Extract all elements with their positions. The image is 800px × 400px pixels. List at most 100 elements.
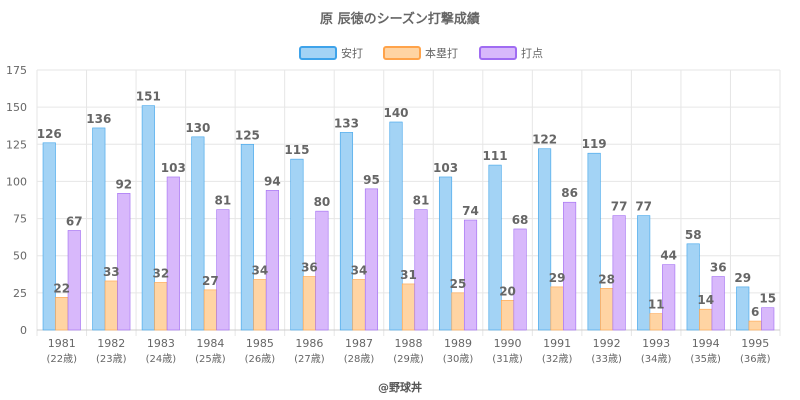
- data-label: 133: [334, 116, 359, 130]
- bar[interactable]: [141, 105, 155, 331]
- x-tick-label: 1992: [593, 337, 621, 350]
- x-tick-label: 1995: [741, 337, 769, 350]
- bar[interactable]: [463, 219, 478, 331]
- data-label: 122: [532, 133, 557, 147]
- x-tick-label: 1985: [246, 337, 274, 350]
- bar[interactable]: [761, 307, 775, 331]
- legend-swatch: [479, 46, 517, 60]
- bar[interactable]: [389, 121, 403, 331]
- bar[interactable]: [302, 276, 316, 331]
- data-label: 31: [400, 268, 417, 282]
- bar[interactable]: [649, 313, 663, 331]
- data-label: 140: [383, 106, 408, 120]
- bar[interactable]: [339, 132, 354, 331]
- bar[interactable]: [451, 292, 465, 331]
- x-tick-sublabel: (24歳): [146, 353, 177, 365]
- x-tick-sublabel: (31歳): [492, 353, 523, 365]
- legend-item[interactable]: 打点: [479, 46, 543, 60]
- data-label: 95: [363, 173, 380, 187]
- bar[interactable]: [117, 193, 131, 331]
- data-label: 15: [759, 292, 776, 306]
- bar[interactable]: [191, 136, 205, 331]
- x-tick-sublabel: (29歳): [393, 353, 424, 365]
- x-tick-label: 1982: [97, 337, 125, 350]
- bar[interactable]: [550, 286, 564, 331]
- bar[interactable]: [55, 297, 69, 331]
- bar[interactable]: [488, 164, 502, 331]
- legend-item[interactable]: 本塁打: [383, 46, 458, 60]
- x-tick-label: 1981: [48, 337, 76, 350]
- data-label: 86: [561, 186, 578, 200]
- bar[interactable]: [736, 286, 750, 331]
- data-label: 36: [710, 261, 727, 275]
- bar[interactable]: [154, 282, 168, 331]
- bar[interactable]: [438, 176, 453, 331]
- data-label: 77: [611, 200, 628, 214]
- x-tick-sublabel: (28歳): [344, 353, 375, 365]
- y-tick-label: 25: [13, 287, 27, 300]
- bar[interactable]: [501, 299, 515, 331]
- data-label: 119: [582, 137, 607, 151]
- data-label: 14: [697, 293, 714, 307]
- x-tick-label: 1994: [692, 337, 720, 350]
- x-tick-label: 1990: [494, 337, 522, 350]
- x-tick-sublabel: (23歳): [96, 353, 127, 365]
- bar[interactable]: [401, 283, 416, 331]
- data-label: 6: [751, 305, 759, 319]
- bar[interactable]: [290, 158, 304, 331]
- bar[interactable]: [637, 215, 651, 331]
- bar[interactable]: [699, 308, 713, 331]
- bar[interactable]: [711, 276, 725, 331]
- bar[interactable]: [67, 230, 81, 331]
- data-label: 22: [53, 281, 70, 295]
- bar[interactable]: [352, 279, 366, 331]
- bar[interactable]: [513, 228, 527, 331]
- bar[interactable]: [686, 243, 700, 331]
- bar[interactable]: [612, 215, 626, 331]
- legend[interactable]: 安打 本塁打 打点: [299, 46, 543, 60]
- bar[interactable]: [42, 142, 56, 331]
- x-tick-label: 1993: [642, 337, 670, 350]
- bar[interactable]: [203, 289, 217, 331]
- data-label: 111: [483, 149, 508, 163]
- bar[interactable]: [104, 280, 118, 331]
- legend-swatch: [299, 46, 337, 60]
- legend-item[interactable]: 安打: [299, 46, 363, 60]
- bar[interactable]: [265, 190, 279, 331]
- credit: @野球丼: [378, 380, 422, 394]
- y-tick-label: 150: [6, 101, 27, 114]
- grid: [36, 69, 781, 336]
- data-label: 20: [499, 284, 516, 298]
- bar[interactable]: [662, 264, 676, 331]
- x-tick-label: 1987: [345, 337, 373, 350]
- data-label: 130: [185, 121, 210, 135]
- x-tick-sublabel: (30歳): [443, 353, 474, 365]
- x-tick-label: 1984: [196, 337, 224, 350]
- bar[interactable]: [253, 279, 267, 331]
- bar[interactable]: [315, 210, 329, 331]
- bar[interactable]: [748, 320, 762, 331]
- data-label: 29: [549, 271, 566, 285]
- bar[interactable]: [166, 176, 180, 331]
- data-labels: 126 136 151 130 125 115 133 140 103 111 122 119 77 58…: [37, 90, 776, 319]
- data-label: 125: [235, 128, 260, 142]
- x-tick-sublabel: (34歳): [641, 353, 672, 365]
- x-tick-sublabel: (27歳): [294, 353, 325, 365]
- data-label: 103: [161, 161, 186, 175]
- bar[interactable]: [240, 143, 254, 331]
- bar[interactable]: [538, 148, 552, 331]
- bars: [42, 105, 775, 331]
- bar[interactable]: [92, 127, 106, 331]
- bar[interactable]: [364, 188, 379, 331]
- legend-label: 安打: [341, 46, 363, 60]
- bar[interactable]: [414, 209, 428, 331]
- data-label: 27: [202, 274, 219, 288]
- bar[interactable]: [587, 152, 601, 331]
- x-tick-label: 1989: [444, 337, 472, 350]
- legend-label: 本塁打: [425, 46, 458, 60]
- x-tick-label: 1991: [543, 337, 571, 350]
- bar[interactable]: [563, 201, 577, 331]
- bar[interactable]: [600, 288, 614, 331]
- data-label: 94: [264, 174, 281, 188]
- bar[interactable]: [216, 209, 230, 331]
